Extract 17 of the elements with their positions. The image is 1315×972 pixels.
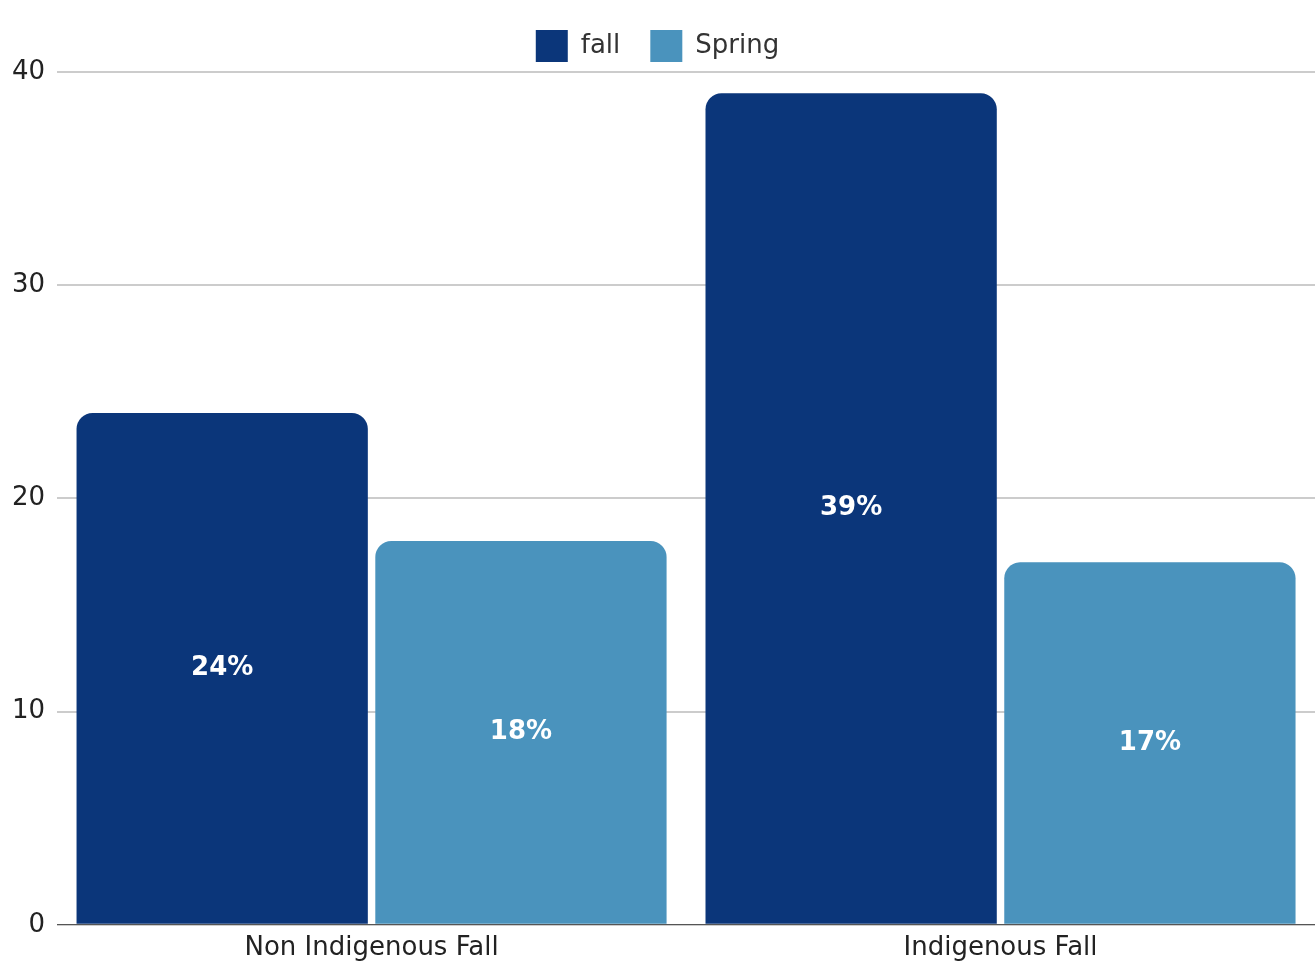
data-label: 18% — [489, 715, 553, 746]
x-tick-label: Indigenous Fall — [903, 931, 1098, 962]
y-tick-label: 40 — [11, 54, 46, 85]
data-label: 17% — [1118, 725, 1182, 756]
y-tick-label: 0 — [28, 907, 46, 938]
data-label: 24% — [191, 651, 254, 682]
bar — [1004, 562, 1296, 924]
legend-label: Spring — [695, 28, 780, 59]
y-tick-label: 20 — [11, 481, 46, 512]
bar — [76, 413, 368, 924]
bar — [705, 93, 997, 924]
y-tick-label: 10 — [11, 694, 46, 725]
y-tick-label: 30 — [11, 267, 46, 298]
data-label: 39% — [820, 491, 883, 522]
bar — [375, 541, 667, 924]
legend-label: fall — [580, 28, 621, 59]
x-tick-label: Non Indigenous Fall — [244, 931, 499, 962]
